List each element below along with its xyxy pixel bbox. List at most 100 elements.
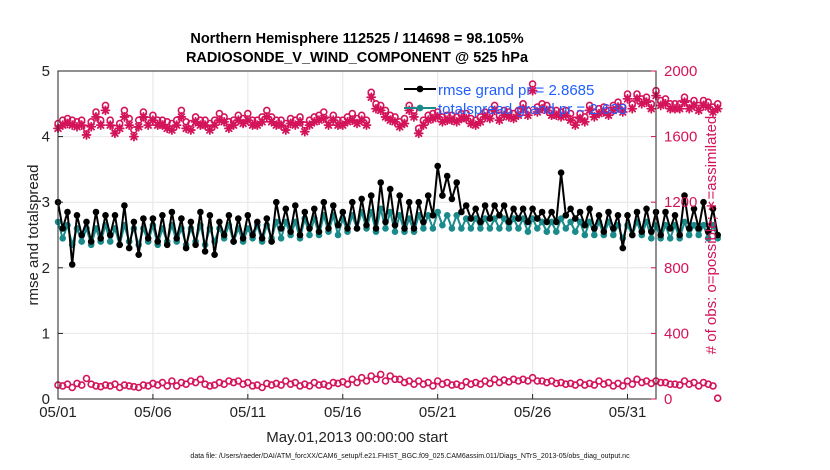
data-point [462,215,470,222]
data-point [396,192,404,199]
data-point [666,225,674,232]
data-point [119,112,130,122]
data-point [282,205,290,213]
data-point [666,380,675,389]
data-point [73,212,81,219]
data-point [629,231,636,239]
series-line [57,165,719,266]
data-point [448,225,456,232]
legend-marker-rmse [416,85,424,93]
data-point [486,225,494,232]
data-point [700,221,707,229]
data-point [496,225,503,232]
data-point [139,381,148,389]
data-point [562,225,570,232]
legend-label-rmse: rmse grand pr = 2.8685 [438,82,594,99]
data-point [77,381,86,389]
data-point [225,212,233,219]
data-point [617,107,628,117]
data-point [622,93,633,104]
data-point [500,202,508,209]
data-point [496,212,503,219]
data-point [712,103,723,114]
data-point [548,208,555,216]
data-point [330,202,337,209]
data-point [116,241,123,249]
x-tick-label: 05/11 [230,404,266,421]
data-point [429,225,437,232]
data-point [382,218,389,226]
data-point [382,225,389,232]
data-point [477,218,484,226]
data-point [684,103,695,114]
data-point [64,208,71,216]
left-axis-ticks: 0 1 2 3 4 5 [42,63,63,408]
data-point [662,208,669,216]
data-point [219,116,230,127]
data-point [328,115,339,126]
data-point [204,125,215,135]
data-point [263,215,271,222]
data-point [95,120,106,131]
series-obs-bottom-possible [54,370,722,403]
data-point [154,238,161,245]
data-point [481,202,489,209]
data-point [366,92,377,103]
data-point [386,208,394,216]
left-tick-label: 5 [42,63,50,80]
data-point [579,116,590,127]
data-point [133,121,144,132]
data-point [196,375,205,384]
data-point [171,120,182,131]
data-point [458,225,465,232]
data-point [477,225,484,232]
data-point [472,215,480,222]
data-point [401,225,408,232]
data-point [548,218,555,226]
data-point [713,394,722,403]
data-point [619,244,627,252]
data-point [334,231,342,239]
data-point [518,103,529,114]
data-point [543,218,551,226]
data-point [709,382,717,390]
data-point [201,248,209,255]
data-point [381,377,390,385]
data-point [527,85,538,96]
data-point [59,235,66,242]
data-point [114,123,125,134]
x-axis-ticks: 05/01 05/06 05/11 05/16 05/21 05/26 05/31 [39,394,646,421]
data-point [481,215,489,222]
data-point [541,105,552,116]
data-point [510,205,517,213]
data-point [244,212,252,219]
data-point [420,218,427,226]
data-point [216,218,223,226]
data-point [273,198,280,206]
x-tick-label: 05/16 [324,404,362,421]
data-point [318,113,329,124]
data-point [334,221,342,229]
data-point [500,215,508,222]
data-point [185,125,196,135]
data-point [125,382,133,390]
data-point [280,125,291,135]
data-point [168,208,176,216]
data-point [97,235,104,242]
data-point [586,205,593,213]
data-point [361,120,372,131]
data-point [182,244,190,252]
data-point [292,202,299,209]
data-point [656,378,665,387]
x-tick-label: 05/06 [134,404,172,421]
data-point [524,218,532,226]
data-point [674,103,685,114]
data-point [211,251,218,258]
data-point [513,110,524,121]
data-point [570,120,581,131]
data-point [238,118,248,129]
data-point [491,202,498,209]
data-point [149,215,157,222]
data-point [443,212,451,219]
data-point [168,377,176,385]
